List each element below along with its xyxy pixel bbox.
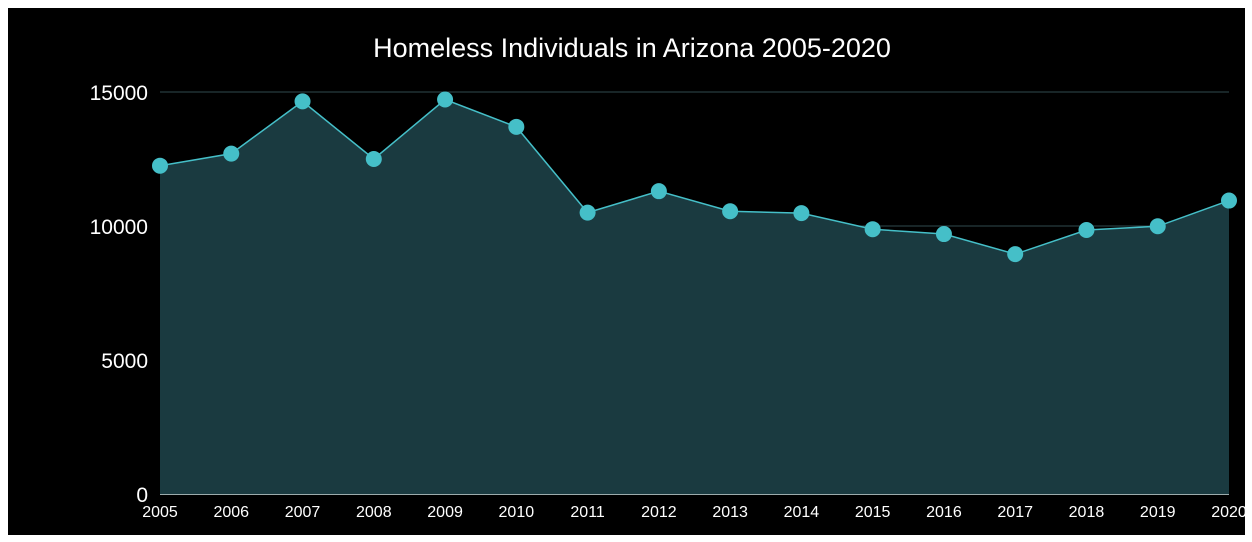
data-point[interactable] [152,157,168,174]
data-point[interactable] [579,204,596,221]
data-point[interactable] [722,203,739,220]
data-point[interactable] [223,145,240,162]
y-tick-label: 10000 [90,216,148,239]
x-tick-label: 2009 [427,504,463,521]
x-tick-label: 2010 [499,504,535,521]
data-point[interactable] [864,221,881,238]
x-tick-label: 2013 [712,504,748,521]
x-axis-ticks: 2005 2006 2007 2008 2009 2010 2011 2012 2013 2014… [142,504,1247,521]
x-tick-label: 2014 [784,504,820,521]
data-point[interactable] [1221,192,1237,209]
data-point[interactable] [437,91,454,108]
chart-panel: Homeless Individuals in Arizona 2005-202… [8,8,1247,535]
chart-title: Homeless Individuals in Arizona 2005-202… [373,33,891,63]
x-tick-label: 2020 [1211,504,1247,521]
y-axis-ticks: 0 5000 10000 15000 [90,82,148,507]
x-tick-label: 2005 [142,504,178,521]
data-point[interactable] [650,183,667,200]
x-tick-label: 2017 [997,504,1033,521]
area-fill [160,99,1229,494]
series-line [159,98,1230,255]
data-point[interactable] [365,151,382,167]
data-point[interactable] [508,118,525,135]
x-tick-label: 2008 [356,504,392,521]
data-point[interactable] [294,93,311,110]
x-tick-label: 2007 [285,504,321,521]
points-layer [152,91,1237,263]
x-tick-label: 2012 [641,504,677,521]
x-tick-label: 2016 [926,504,962,521]
x-tick-label: 2019 [1140,504,1176,521]
y-tick-label: 5000 [101,350,148,373]
x-tick-label: 2015 [855,504,891,521]
data-point[interactable] [935,226,952,243]
data-point[interactable] [793,205,810,222]
line-area-chart: Homeless Individuals in Arizona 2005-202… [90,33,1247,521]
x-tick-label: 2018 [1069,504,1105,521]
y-tick-label: 0 [136,484,148,507]
x-tick-label: 2011 [570,504,605,521]
area-layer [160,99,1229,494]
line-layer [159,98,1230,255]
data-point[interactable] [1007,246,1024,263]
y-tick-label: 15000 [90,82,148,105]
x-tick-label: 2006 [213,504,249,521]
data-point[interactable] [1149,218,1166,235]
data-point[interactable] [1078,222,1095,239]
